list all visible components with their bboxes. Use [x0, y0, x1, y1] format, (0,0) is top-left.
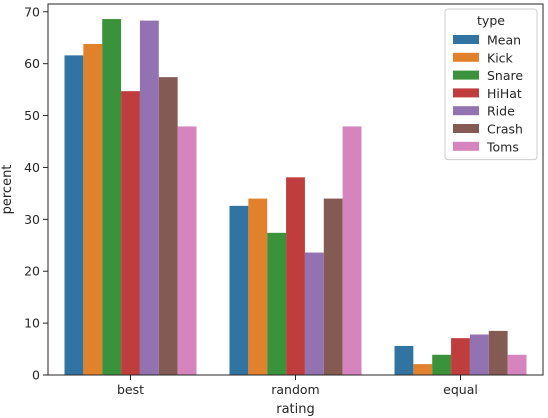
x-axis: best random equal	[117, 375, 478, 397]
legend-swatch-toms	[453, 141, 479, 151]
bar-toms-random	[342, 126, 362, 376]
bar-ride-best	[139, 20, 159, 376]
legend-title: type	[477, 13, 505, 28]
plot-frame	[47, 3, 544, 376]
y-tick-label: 40	[24, 160, 40, 175]
legend-label-kick: Kick	[487, 50, 514, 65]
legend-label-snare: Snare	[487, 68, 523, 83]
bar-toms-best	[177, 126, 197, 376]
legend-label-mean: Mean	[487, 33, 521, 48]
bar-crash-best	[158, 77, 178, 376]
bar-crash-random	[323, 198, 343, 375]
legend-swatch-crash	[453, 124, 479, 133]
x-tick-label: best	[117, 382, 144, 397]
bar-mean-random	[229, 205, 249, 375]
bar-snare-best	[102, 19, 122, 376]
bar-toms-equal	[507, 354, 527, 375]
legend-label-hihat: HiHat	[487, 86, 522, 101]
x-tick-label: equal	[443, 382, 478, 397]
x-tick-label: random	[271, 382, 319, 397]
legend-label-ride: Ride	[487, 104, 515, 119]
y-tick-label: 50	[24, 108, 40, 123]
legend-box	[444, 8, 538, 161]
legend-label-crash: Crash	[487, 122, 523, 137]
bar-ride-equal	[469, 334, 489, 375]
bar-kick-best	[83, 43, 103, 375]
y-axis: 0 10 20 30 40 50 60 70	[24, 4, 48, 383]
legend-swatch-snare	[453, 70, 479, 80]
legend-swatch-ride	[453, 106, 479, 116]
y-tick-label: 10	[24, 316, 40, 331]
bar-snare-random	[267, 232, 287, 375]
bar-hihat-equal	[451, 338, 470, 375]
y-tick-label: 30	[24, 212, 40, 227]
legend-swatch-hihat	[453, 88, 479, 98]
bar-ride-random	[304, 252, 324, 375]
y-axis-label: percent	[0, 165, 15, 215]
legend: type Mean Kick Snare HiHat Ride Crash Toms	[444, 8, 538, 161]
y-tick-label: 20	[24, 264, 40, 279]
bar-hihat-random	[286, 177, 305, 375]
bar-kick-equal	[413, 364, 433, 375]
legend-label-toms: Toms	[486, 139, 519, 154]
legend-swatch-kick	[453, 52, 479, 62]
y-tick-label: 0	[32, 368, 40, 383]
bars-group	[64, 19, 527, 376]
bar-mean-equal	[394, 345, 414, 375]
bar-snare-equal	[432, 354, 452, 375]
bar-kick-random	[248, 198, 268, 375]
bar-crash-equal	[488, 330, 508, 375]
y-tick-label: 60	[24, 56, 40, 71]
x-axis-label: rating	[276, 402, 315, 417]
y-tick-label: 70	[24, 4, 40, 19]
legend-swatch-mean	[453, 35, 479, 44]
bar-mean-best	[64, 55, 84, 375]
bar-hihat-best	[121, 91, 140, 375]
